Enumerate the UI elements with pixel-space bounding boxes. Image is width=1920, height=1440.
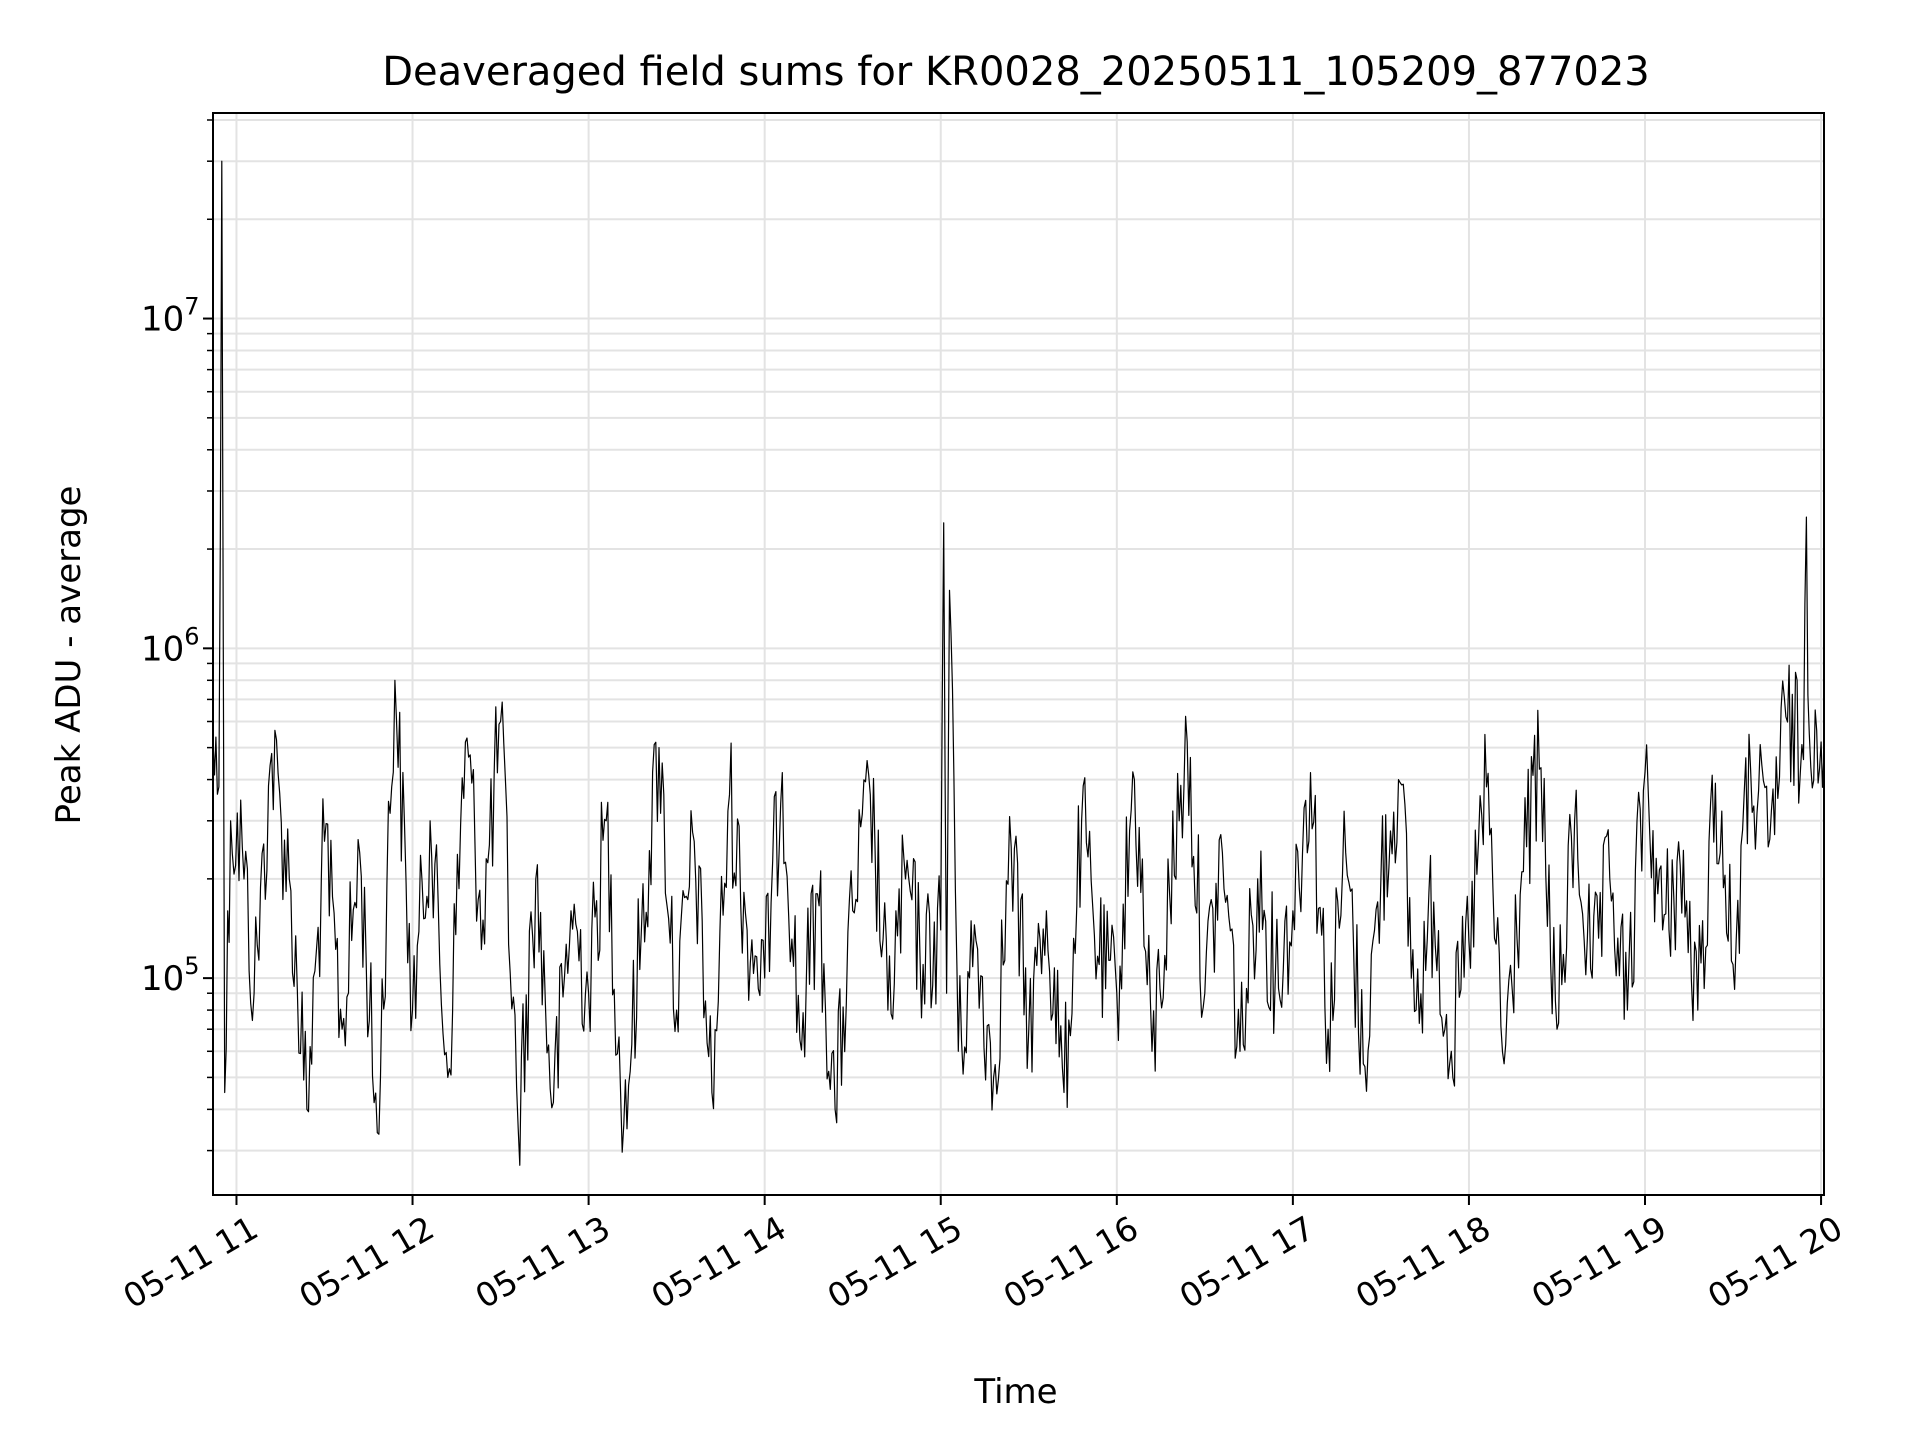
chart-title: Deaveraged field sums for KR0028_2025051… [382,49,1650,95]
y-axis: 105 106 107 [141,119,213,1152]
y-tick-label: 106 [141,622,200,669]
y-axis-label: Peak ADU - average [49,486,89,825]
plot-frame [212,112,1825,1196]
x-axis-label: Time [973,1372,1057,1412]
series-line [212,160,1825,1166]
y-tick-label: 107 [141,293,200,340]
y-tick-label: 105 [141,952,200,999]
grid [213,113,1824,1195]
series-layer [212,160,1825,1166]
